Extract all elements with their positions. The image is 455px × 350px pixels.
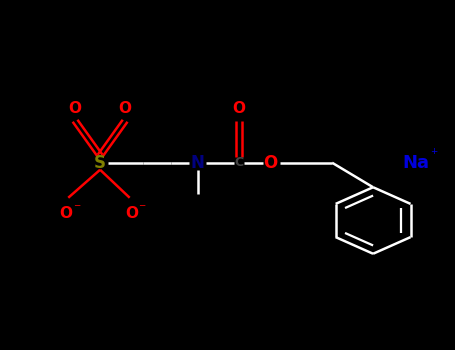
Text: $^-$: $^-$ — [72, 202, 82, 215]
Text: $^+$: $^+$ — [430, 147, 440, 161]
Text: O: O — [126, 206, 138, 221]
Text: $^-$: $^-$ — [137, 202, 147, 215]
Text: O: O — [60, 206, 72, 221]
Text: O: O — [233, 101, 245, 116]
Text: O: O — [263, 154, 278, 172]
Text: S: S — [94, 154, 106, 172]
Text: O: O — [69, 101, 81, 116]
Text: O: O — [119, 101, 131, 116]
Text: Na: Na — [403, 154, 430, 172]
Text: N: N — [191, 154, 205, 172]
Text: C: C — [234, 156, 243, 169]
